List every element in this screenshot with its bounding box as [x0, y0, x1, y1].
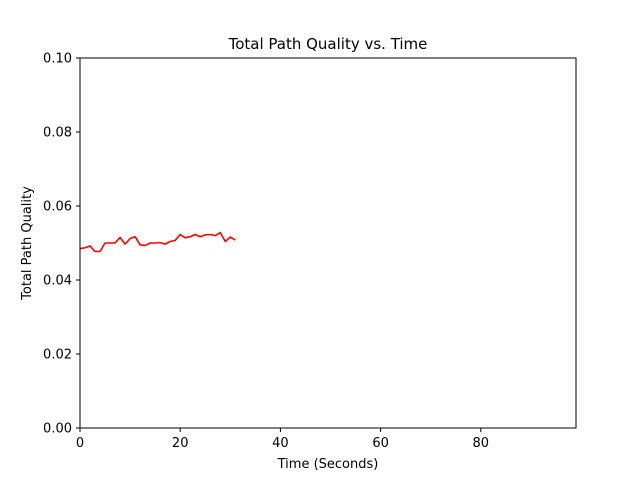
- y-axis: 0.00 0.02 0.04 0.06 0.08 0.10: [43, 52, 80, 437]
- x-tick-label: 80: [473, 436, 490, 451]
- chart-title: Total Path Quality vs. Time: [228, 35, 428, 53]
- x-tick-label: 20: [172, 436, 189, 451]
- y-tick-label: 0.02: [43, 348, 72, 363]
- x-tick-label: 40: [272, 436, 289, 451]
- x-tick-label: 60: [372, 436, 389, 451]
- y-tick-label: 0.04: [43, 274, 72, 289]
- series-line: [79, 231, 236, 253]
- y-axis-label: Total Path Quality: [20, 186, 35, 301]
- y-tick-label: 0.06: [43, 200, 72, 215]
- plot-frame: [79, 57, 577, 429]
- x-axis-label: Time (Seconds): [277, 457, 379, 472]
- y-tick-label: 0.10: [43, 52, 72, 67]
- x-tick-label: 0: [76, 436, 84, 451]
- y-tick-label: 0.08: [43, 126, 72, 141]
- plot-area: [79, 231, 236, 253]
- x-axis: 0 20 40 60 80: [76, 428, 489, 451]
- y-tick-label: 0.00: [43, 422, 72, 437]
